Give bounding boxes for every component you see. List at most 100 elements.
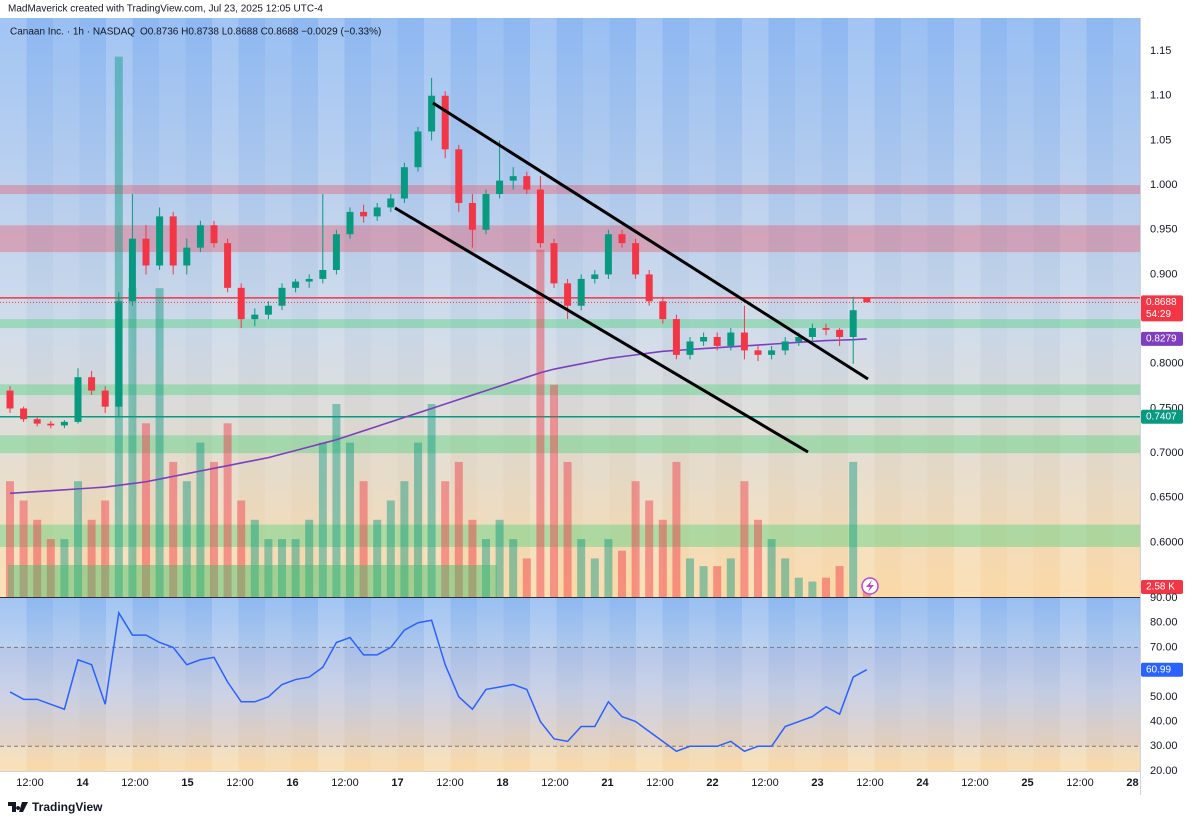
stripe — [53, 598, 80, 771]
stripe — [1060, 18, 1087, 597]
volume-bar — [101, 500, 110, 597]
rsi-tag: 60.99 — [1146, 664, 1171, 675]
volume-bar — [386, 500, 395, 597]
candle-body — [115, 301, 123, 407]
x-tick-label: 12:00 — [226, 777, 254, 789]
candle-body — [632, 243, 640, 275]
stripe — [689, 18, 716, 597]
volume-bar — [142, 423, 150, 597]
volume-bar — [794, 577, 803, 597]
stripe — [159, 18, 186, 597]
rsi-tick-label: 30.00 — [1150, 740, 1178, 752]
stripe — [636, 598, 663, 771]
stripe — [901, 598, 928, 771]
candle-body — [468, 202, 476, 230]
stripe — [1113, 18, 1140, 597]
volume-bar — [400, 481, 409, 597]
y-tick-label: 1.10 — [1150, 90, 1171, 102]
stripe — [0, 18, 27, 597]
volume-bar — [223, 423, 232, 597]
candle-body — [251, 314, 259, 320]
y-tick-label: 0.950 — [1150, 224, 1178, 236]
volume-bar — [835, 566, 844, 597]
candle-body — [292, 281, 300, 288]
volume-bar — [468, 519, 477, 597]
zone — [0, 435, 1140, 454]
y-tick-label: 0.900 — [1150, 268, 1178, 280]
ma-tag: 0.8279 — [1146, 334, 1177, 345]
candle-body — [400, 167, 408, 199]
volume-bar — [359, 481, 368, 597]
x-tick-label: 17 — [391, 777, 403, 789]
ma-tag-bg — [1141, 331, 1183, 346]
volume-bar — [291, 539, 300, 597]
ohlc-legend: O0.8736 H0.8738 L0.8688 C0.8688 −0.0029 … — [140, 27, 381, 38]
x-tick-label: 23 — [811, 777, 823, 789]
candle-body — [387, 198, 395, 208]
candle-body — [101, 390, 109, 407]
y-tick-label: 0.8000 — [1150, 358, 1184, 370]
volume-bar — [536, 249, 545, 597]
candle-body — [60, 421, 68, 426]
candle-body — [210, 225, 218, 244]
plot — [0, 56, 1140, 753]
stripe — [1060, 598, 1087, 771]
stripe — [795, 598, 822, 771]
candle-body — [33, 419, 41, 424]
stripe — [954, 18, 981, 597]
credit: MadMaverick created with TradingView.com… — [8, 4, 323, 15]
rsi-line — [9, 610, 868, 753]
zone — [0, 319, 1140, 329]
volume-bar — [550, 384, 558, 597]
x-tick-label: 12:00 — [856, 777, 884, 789]
stripe — [689, 598, 716, 771]
x-tick-label: 15 — [181, 777, 193, 789]
candle-body — [700, 336, 708, 342]
volume-bar — [250, 519, 259, 597]
x-tick-label: 12:00 — [16, 777, 44, 789]
x-tick-label: 12:00 — [646, 777, 674, 789]
stripe — [477, 18, 504, 597]
candle-body — [142, 238, 150, 266]
time-axis — [0, 771, 1140, 795]
volume-bar — [754, 519, 762, 597]
x-tick-label: 14 — [76, 777, 89, 789]
x-tick-label: 12:00 — [751, 777, 779, 789]
moving-average — [9, 338, 867, 495]
volume-bar — [849, 461, 858, 597]
y-tick-label: 1.05 — [1150, 134, 1171, 146]
candle-body — [523, 176, 531, 190]
volume-bar — [699, 566, 708, 597]
volume-bar — [33, 519, 42, 597]
volume-bar — [332, 404, 341, 597]
candle-body — [414, 131, 422, 168]
x-tick-label: 18 — [496, 777, 508, 789]
alert-bolt — [866, 580, 874, 592]
brand: TradingView — [32, 800, 103, 814]
stripe — [53, 18, 80, 597]
stripe — [530, 598, 557, 771]
candle-body — [169, 216, 177, 266]
stripe — [212, 598, 239, 771]
volume-bar — [604, 539, 613, 597]
candle-body — [428, 95, 436, 132]
x-tick-label: 22 — [706, 777, 718, 789]
volume-tag-bg — [1141, 580, 1183, 595]
candle-body — [509, 176, 517, 181]
candle-body — [591, 274, 599, 279]
stripe — [1007, 598, 1034, 771]
trendline-upper — [432, 101, 869, 381]
stripe — [424, 598, 451, 771]
stripe — [954, 598, 981, 771]
candle-body — [836, 329, 844, 337]
candle-body — [849, 310, 857, 337]
stripe — [371, 598, 398, 771]
volume-bar — [318, 442, 327, 597]
candle-body — [795, 336, 803, 342]
volume-bar — [686, 558, 694, 597]
stripe — [848, 598, 875, 771]
volume-bar — [46, 539, 55, 597]
candle-body — [577, 278, 585, 306]
stripe — [159, 598, 186, 771]
